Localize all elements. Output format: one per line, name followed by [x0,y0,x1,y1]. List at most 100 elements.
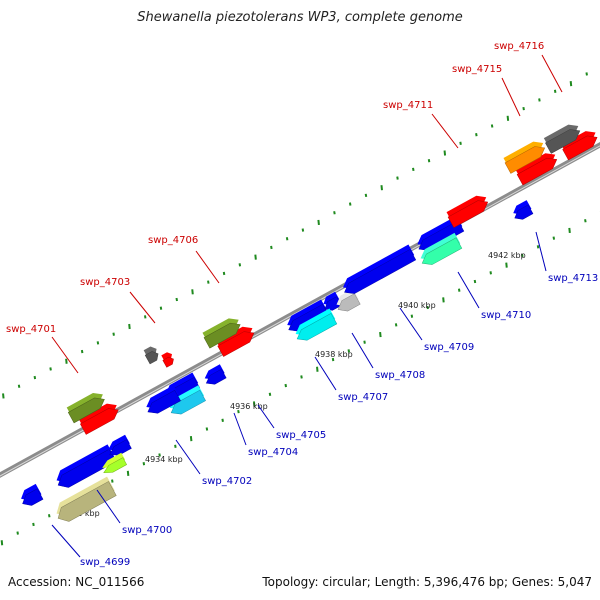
tick-mark [270,245,273,250]
gene-feature [78,403,119,435]
tick-mark [221,418,224,422]
gene-feature [323,291,342,311]
gene-label: swp_4700 [122,525,172,536]
gene-swp_4715 [503,141,546,174]
tick-mark [536,245,540,249]
tick-mark [331,357,335,362]
tick-mark [457,288,461,292]
gene-shape-face [57,481,117,522]
genome-summary-text: Topology: circular; Length: 5,396,476 bp… [262,575,592,589]
gene-shape-face [296,313,338,341]
gene-swp_4703 [143,346,159,365]
tick-label: 4940 kbp [398,301,436,310]
leader-line [541,54,563,93]
tick-mark [284,383,287,388]
gene-shape-face [514,204,534,220]
tick-mark [347,349,351,353]
tick-mark [538,98,541,102]
gene-label: swp_4708 [375,370,425,381]
leader-line [314,356,337,391]
leader-line [51,336,79,374]
backbone-line [0,142,600,478]
tick-mark [473,279,477,284]
tick-mark [189,436,193,442]
gene-shape-face [205,368,227,385]
gene-swp_4705 [146,385,181,414]
gene-shape-face [103,457,128,473]
gene-shape-face [22,488,44,506]
gene-label: swp_4713 [548,273,598,284]
gene-swp_4711 [446,195,489,228]
gene-shape-face [79,408,119,435]
tick-mark [17,384,21,388]
gene-shape-face [203,322,241,349]
gene-swp_4716 [543,124,581,154]
gene-label: swp_4709 [424,342,474,353]
tick-mark [32,522,35,527]
gene-shape-face [545,129,581,154]
tick-label: 4936 kbp [230,402,268,411]
tick-mark [65,358,68,364]
gene-shape-face [504,146,546,174]
tick-mark [143,315,147,319]
tick-mark [301,228,305,232]
gene-label: swp_4703 [80,277,130,288]
leader-line [501,77,521,117]
tick-mark [489,271,492,275]
tick-mark [379,331,382,338]
tick-mark [222,271,226,276]
gene-shape-face [144,351,159,365]
tick-mark [128,323,131,330]
leader-line [175,439,201,475]
tick-mark [254,254,257,260]
tick-mark [459,141,462,145]
gene-swp_4706 [202,318,241,349]
gene-feature [56,444,117,488]
gene-shape-face [170,389,206,415]
gene-label: swp_4701 [6,324,56,335]
leader-line [457,271,480,309]
tick-mark [443,150,447,156]
tick-mark [142,462,146,466]
tick-mark [49,367,52,371]
gene-label: swp_4702 [202,476,252,487]
tick-mark [47,514,51,518]
leader-line [351,332,374,369]
leader-line [257,404,275,429]
tick-mark [427,159,431,163]
gene-shape-face [337,293,361,312]
gene-shape-face [344,249,417,294]
tick-label: 4934 kbp [145,455,183,464]
gene-label: swp_4699 [80,557,130,568]
gene-feature [161,352,174,368]
tick-mark [174,444,177,448]
tick-mark [237,409,240,414]
tick-mark [96,341,100,345]
gene-swp_4707 [295,308,338,341]
tick-mark [0,540,4,546]
gene-feature [561,131,598,161]
tick-mark [285,237,289,241]
gene-feature [216,326,255,357]
tick-mark [394,323,398,327]
gene-label: swp_4715 [452,64,502,75]
tick-mark [316,366,319,372]
tick-mark [380,185,383,191]
leader-line [399,307,423,341]
tick-mark [16,531,19,535]
map-title: Shewanella piezotolerans WP3, complete g… [137,10,463,25]
leader-line [431,113,459,149]
gene-swp_4704 [204,364,227,385]
tick-mark [506,115,510,121]
leader-line [129,291,156,324]
gene-label: swp_4716 [494,41,544,52]
gene-shape-face [162,356,174,368]
tick-mark [207,280,210,284]
gene-shape-face [67,397,105,424]
tick-mark [317,219,320,226]
tick-mark [569,81,573,87]
tick-mark [521,253,524,258]
gene-shape-face [447,200,489,228]
tick-mark [33,375,37,380]
